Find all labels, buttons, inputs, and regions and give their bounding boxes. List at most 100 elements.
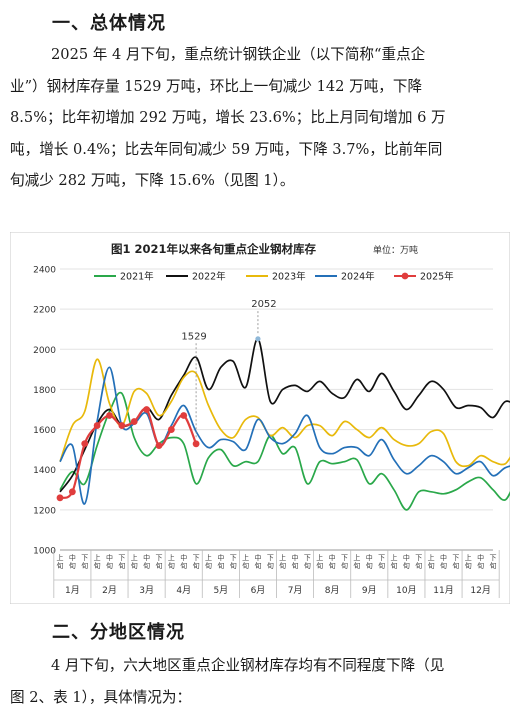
series-point-2025 xyxy=(93,422,101,429)
month-label: 11月 xyxy=(433,585,453,596)
paragraph-overview: 2025 年 4 月下旬，重点统计钢铁企业（以下简称“重点企 业”）钢材库存量 … xyxy=(10,39,510,197)
x-tick-label: 上旬 xyxy=(279,553,286,570)
x-tick-label: 下旬 xyxy=(155,554,162,570)
x-tick-label: 上旬 xyxy=(57,553,64,570)
paragraph-line: 8.5%；比年初增加 292 万吨，增长 23.6%；比上月同旬增加 6 万 xyxy=(10,109,446,126)
paragraph-line: 2025 年 4 月下旬，重点统计钢铁企业（以下简称“重点企 xyxy=(51,46,426,63)
x-tick-label: 下旬 xyxy=(490,554,497,570)
legend-label: 2024年 xyxy=(341,271,375,283)
x-tick-label: 中旬 xyxy=(254,553,261,570)
y-tick-label: 1400 xyxy=(33,466,56,476)
x-tick-label: 中旬 xyxy=(477,553,484,570)
series-point-2025 xyxy=(118,422,126,429)
y-tick-label: 2000 xyxy=(33,346,56,356)
month-label: 1月 xyxy=(65,585,80,596)
x-tick-label: 上旬 xyxy=(465,553,472,570)
chart-legend: 2021年 2022年 2023年 2024年 2025年 xyxy=(94,271,454,283)
x-tick-label: 上旬 xyxy=(94,553,101,570)
legend-label: 2023年 xyxy=(272,271,306,283)
paragraph-regions: 4 月下旬，六大地区重点企业钢材库存均有不同程度下降（见 图 2、表 1），具体… xyxy=(10,650,510,713)
annotation-peak-marker xyxy=(255,336,261,342)
paragraph-line: 旬减少 282 万吨，下降 15.6%（见图 1）。 xyxy=(10,172,295,189)
x-tick-label: 中旬 xyxy=(366,553,373,570)
month-label: 8月 xyxy=(325,585,340,596)
month-label: 9月 xyxy=(362,585,377,596)
x-tick-label: 下旬 xyxy=(118,554,125,570)
x-tick-label: 下旬 xyxy=(230,554,237,570)
legend-label: 2022年 xyxy=(192,271,226,283)
x-tick-label: 上旬 xyxy=(353,553,360,570)
figure-1-chart: 图1 2021年以来各旬重点企业钢材库存 单位：万吨 1000 1200 1400 1… xyxy=(9,231,517,605)
series-point-2025 xyxy=(143,406,151,413)
chart-annotations: 152920521130 xyxy=(181,299,277,438)
x-tick-label: 中旬 xyxy=(440,553,447,570)
y-tick-label: 1600 xyxy=(33,426,56,436)
annotation-label: 1529 xyxy=(181,331,206,342)
series-point-2025 xyxy=(155,442,163,450)
x-tick-label: 上旬 xyxy=(428,553,435,570)
chart-frame xyxy=(9,231,511,605)
x-tick-label: 上旬 xyxy=(316,553,323,570)
series-point-2025 xyxy=(106,412,113,419)
x-tick-label: 中旬 xyxy=(106,553,113,570)
series-point-2025 xyxy=(180,412,188,419)
chart-svg: 图1 2021年以来各旬重点企业钢材库存 单位：万吨 1000 1200 1400 1… xyxy=(9,231,517,605)
series-point-2025 xyxy=(81,440,89,448)
x-tick-label: 下旬 xyxy=(415,554,422,570)
y-tick-label: 2200 xyxy=(33,306,56,316)
x-tick-label: 下旬 xyxy=(378,554,385,570)
series-point-2025 xyxy=(56,494,64,502)
x-tick-label: 中旬 xyxy=(143,553,150,570)
paragraph-line: 4 月下旬，六大地区重点企业钢材库存均有不同程度下降（见 xyxy=(51,657,445,674)
x-tick-label: 上旬 xyxy=(242,553,249,570)
x-tick-label: 上旬 xyxy=(391,553,398,570)
month-label: 10月 xyxy=(396,585,416,596)
legend-label: 2021年 xyxy=(120,271,154,283)
x-tick-label: 上旬 xyxy=(205,553,212,570)
legend-label: 2025年 xyxy=(420,271,454,283)
x-tick-label: 下旬 xyxy=(304,554,311,570)
month-label: 6月 xyxy=(251,585,266,596)
chart-unit: 单位：万吨 xyxy=(373,244,418,256)
y-tick-label: 2400 xyxy=(33,266,56,276)
month-label: 5月 xyxy=(213,585,228,596)
x-tick-label: 中旬 xyxy=(217,553,224,570)
x-tick-label: 上旬 xyxy=(131,553,138,570)
legend-marker-2025 xyxy=(401,272,409,280)
x-tick-label: 中旬 xyxy=(403,553,410,570)
x-tick-label: 上旬 xyxy=(168,553,175,570)
y-tick-label: 1800 xyxy=(33,386,56,396)
chart-series xyxy=(56,337,517,511)
month-label: 4月 xyxy=(176,585,191,596)
y-tick-label: 1200 xyxy=(33,506,56,516)
x-tick-label: 下旬 xyxy=(267,554,274,570)
x-tick-label: 下旬 xyxy=(341,554,348,570)
paragraph-line: 图 2、表 1），具体情况为： xyxy=(10,688,192,706)
series-point-2025 xyxy=(167,426,175,433)
series-point-2025 xyxy=(130,418,138,425)
paragraph-line: 业”）钢材库存量 1529 万吨，环比上一旬减少 142 万吨，下降 xyxy=(10,77,423,95)
x-tick-label: 中旬 xyxy=(180,553,187,570)
month-label: 3月 xyxy=(139,585,154,596)
paragraph-line: 吨，增长 0.4%；比去年同旬减少 59 万吨，下降 3.7%，比前年同 xyxy=(10,140,443,158)
month-label: 7月 xyxy=(288,585,303,596)
series-line-2021年 xyxy=(59,391,517,511)
series-point-2025 xyxy=(68,488,76,496)
series-point-2025 xyxy=(192,440,200,448)
section-heading-overview: 一、总体情况 xyxy=(52,13,166,34)
chart-title: 图1 2021年以来各旬重点企业钢材库存 xyxy=(111,242,317,256)
month-label: 2月 xyxy=(102,585,117,596)
annotation-label: 2052 xyxy=(251,299,276,310)
y-tick-label: 1000 xyxy=(33,547,56,557)
x-tick-label: 中旬 xyxy=(292,553,299,570)
series-line-2022年 xyxy=(59,337,517,493)
month-label: 12月 xyxy=(470,585,490,596)
x-tick-label: 中旬 xyxy=(329,553,336,570)
x-tick-label: 中旬 xyxy=(69,553,76,570)
chart-axes: 10001200140016001800200022002400上旬中旬下旬上旬… xyxy=(33,266,500,598)
section-heading-regions: 二、分地区情况 xyxy=(52,622,185,643)
x-tick-label: 下旬 xyxy=(81,554,88,570)
series-line-2023年 xyxy=(59,358,517,468)
x-tick-label: 下旬 xyxy=(452,554,459,570)
x-tick-label: 下旬 xyxy=(193,554,200,570)
